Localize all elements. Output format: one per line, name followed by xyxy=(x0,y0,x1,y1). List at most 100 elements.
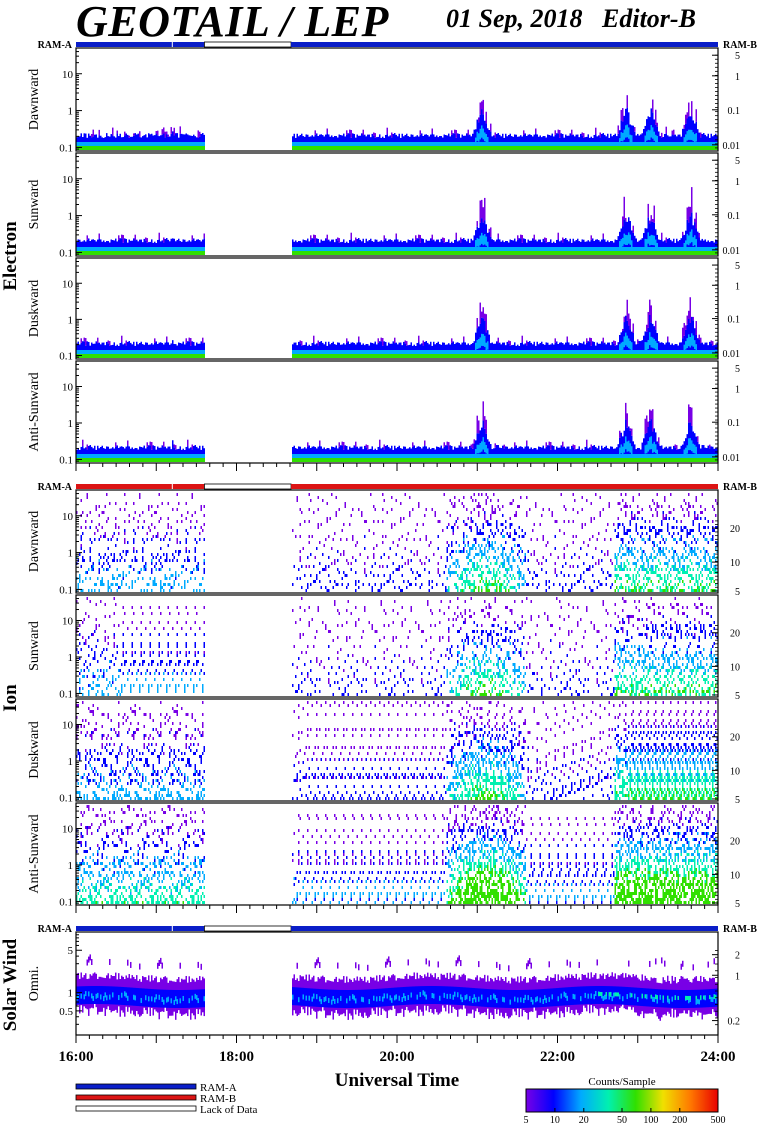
legend-swatch xyxy=(75,1083,197,1090)
right-tick-label: 5 xyxy=(735,51,740,62)
right-tick-label: 5 xyxy=(735,587,740,598)
right-tick-label: 1 xyxy=(735,72,740,83)
left-tick-label: 1 xyxy=(68,652,74,664)
right-tick-label: 1 xyxy=(735,177,740,188)
right-tick-label: 5 xyxy=(735,261,740,272)
right-tick-label: 0.01 xyxy=(723,141,741,152)
legend-label: Lack of Data xyxy=(200,1104,258,1116)
spectrogram-6 xyxy=(76,701,718,800)
right-tick-label: 20 xyxy=(730,837,740,848)
left-tick-label: 10 xyxy=(62,278,74,290)
spectrogram-2 xyxy=(76,297,718,358)
left-tick-label: 0.1 xyxy=(59,584,73,596)
right-tick-label: 10 xyxy=(730,766,740,777)
colorbar-title: Counts/Sample xyxy=(588,1076,655,1088)
spectrogram-8 xyxy=(76,954,718,1021)
right-tick-label: 0.1 xyxy=(728,106,741,117)
x-tick-label: 22:00 xyxy=(540,1049,575,1065)
ram-bar xyxy=(76,484,205,489)
right-tick-label: 0.1 xyxy=(728,211,741,222)
text-layer: Dawnward 0.1 1 10 0.01 0.1 1 5 Sunward 0.1 1 10 0.01… xyxy=(0,40,757,1126)
lack-of-data-bar xyxy=(203,925,292,932)
x-tick-label: 16:00 xyxy=(59,1049,94,1065)
colorbar-tick-label: 50 xyxy=(617,1115,627,1126)
left-tick-label: 0.1 xyxy=(59,792,73,804)
page-title: GEOTAIL / LEP xyxy=(76,0,389,46)
panel-label-2: Duskward xyxy=(27,280,42,338)
lack-of-data-bar xyxy=(203,483,292,490)
colorbar-tick-label: 500 xyxy=(711,1115,726,1126)
left-tick-label: 10 xyxy=(62,720,74,732)
panel-label-6: Duskward xyxy=(27,721,42,779)
group-label-2: Solar Wind xyxy=(0,938,21,1031)
left-tick-label: 1 xyxy=(68,211,74,223)
editor-label: Editor-B xyxy=(602,4,696,33)
frame-layer xyxy=(75,41,719,1113)
left-tick-label: 5 xyxy=(68,945,74,957)
left-tick-label: 0.1 xyxy=(59,688,73,700)
left-tick-label: 10 xyxy=(62,382,74,394)
ram-bar xyxy=(291,484,718,489)
right-tick-label: 0.01 xyxy=(723,453,741,464)
left-tick-label: 1 xyxy=(68,988,74,1000)
right-tick-label: 10 xyxy=(730,558,740,569)
right-tick-label: 0.01 xyxy=(723,349,741,360)
ram-bar xyxy=(76,42,205,47)
colorbar-tick-label: 200 xyxy=(672,1115,687,1126)
panel-label-4: Dawnward xyxy=(27,511,42,572)
group-label-1: Ion xyxy=(0,684,21,712)
left-tick-label: 1 xyxy=(68,756,74,768)
left-tick-label: 10 xyxy=(62,616,74,628)
spectrogram-0 xyxy=(76,95,718,150)
legend-label: RAM-B xyxy=(200,1093,236,1105)
legend-label: RAM-A xyxy=(200,1082,237,1094)
right-tick-label: 5 xyxy=(735,691,740,702)
lack-of-data-bar xyxy=(203,41,292,48)
left-tick-label: 10 xyxy=(62,174,74,186)
ram-b-label: RAM-B xyxy=(723,482,757,493)
ram-a-label: RAM-A xyxy=(38,482,73,493)
spectrogram-3 xyxy=(76,401,718,462)
colorbar-tick-label: 10 xyxy=(550,1115,560,1126)
spectrogram-1 xyxy=(76,187,718,255)
right-tick-label: 10 xyxy=(730,870,740,881)
right-tick-label: 5 xyxy=(735,899,740,910)
right-tick-label: 0.01 xyxy=(723,246,741,257)
left-tick-label: 0.1 xyxy=(59,350,73,362)
left-tick-label: 0.1 xyxy=(59,247,73,259)
right-tick-label: 1 xyxy=(735,385,740,396)
right-tick-label: 20 xyxy=(730,524,740,535)
right-tick-label: 0.1 xyxy=(728,418,741,429)
date-label: 01 Sep, 2018 xyxy=(446,4,583,33)
spectrogram-7 xyxy=(76,805,718,904)
colorbar-tick-label: 5 xyxy=(524,1115,529,1126)
x-tick-label: 18:00 xyxy=(219,1049,254,1065)
group-label-0: Electron xyxy=(0,221,21,291)
right-tick-label: 5 xyxy=(735,364,740,375)
panel-label-0: Dawnward xyxy=(27,69,42,130)
left-tick-label: 0.1 xyxy=(59,896,73,908)
right-tick-label: 5 xyxy=(735,795,740,806)
ram-bar xyxy=(291,42,718,47)
right-tick-label: 0.2 xyxy=(728,1017,741,1028)
panel-label-8: Omni. xyxy=(27,966,42,1001)
legend-swatch xyxy=(75,1105,197,1112)
x-axis-label: Universal Time xyxy=(335,1070,459,1091)
left-tick-label: 10 xyxy=(62,511,74,523)
legend-swatch xyxy=(75,1094,197,1101)
left-tick-label: 1 xyxy=(68,106,74,118)
spectrogram-4 xyxy=(76,493,718,592)
right-tick-label: 20 xyxy=(730,629,740,640)
ram-bar xyxy=(291,926,718,931)
left-tick-label: 1 xyxy=(68,418,74,430)
left-tick-label: 0.1 xyxy=(59,142,73,154)
panel-label-7: Anti-Sunward xyxy=(27,814,42,893)
panel-label-5: Sunward xyxy=(27,621,42,671)
ram-b-label: RAM-B xyxy=(723,40,757,51)
right-tick-label: 0.1 xyxy=(728,315,741,326)
panel-label-3: Anti-Sunward xyxy=(27,372,42,451)
right-tick-label: 5 xyxy=(735,156,740,167)
panel-label-1: Sunward xyxy=(27,180,42,230)
ram-b-label: RAM-B xyxy=(723,924,757,935)
